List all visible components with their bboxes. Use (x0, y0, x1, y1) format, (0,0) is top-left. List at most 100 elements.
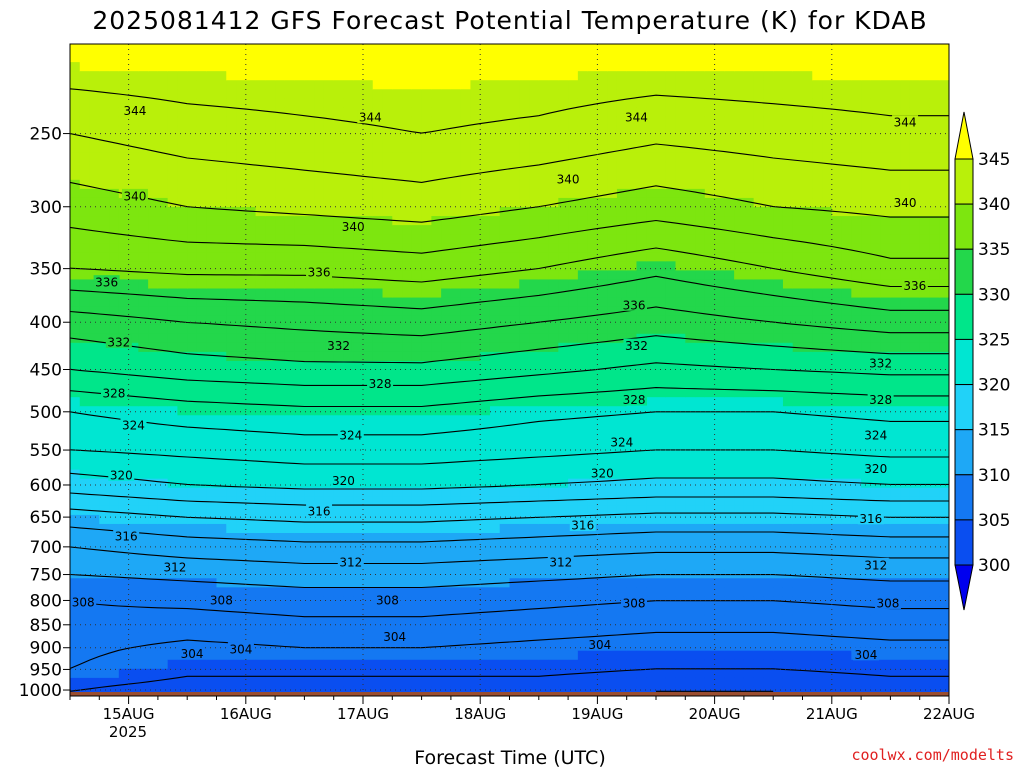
field-cell (206, 234, 218, 244)
field-cell (255, 442, 266, 453)
field-cell (294, 288, 305, 299)
field-cell (148, 288, 159, 299)
field-cell (236, 487, 247, 498)
field-cell (558, 315, 569, 326)
field-cell (656, 125, 667, 136)
field-cell (587, 234, 598, 244)
field-cell (304, 596, 315, 607)
field-cell (216, 216, 227, 226)
field-cell (206, 370, 218, 380)
field-cell (304, 623, 315, 634)
field-cell (665, 225, 677, 235)
field-cell (421, 152, 432, 163)
field-cell (431, 650, 442, 661)
field-cell (323, 542, 335, 552)
field-cell (206, 351, 218, 362)
field-cell (392, 107, 403, 118)
field-cell (343, 569, 354, 579)
field-cell (685, 551, 696, 561)
field-cell (646, 98, 657, 108)
field-cell (353, 415, 364, 425)
field-cell (450, 560, 462, 570)
field-cell (363, 442, 374, 453)
field-cell (460, 98, 472, 108)
field-cell (177, 234, 188, 244)
field-cell (577, 379, 589, 389)
field-cell (441, 324, 452, 335)
field-cell (695, 496, 706, 507)
field-cell (626, 44, 638, 54)
field-cell (704, 514, 716, 525)
field-cell (294, 487, 305, 498)
field-cell (255, 216, 266, 226)
field-cell (548, 98, 559, 108)
field-cell (470, 496, 481, 507)
field-cell (226, 469, 237, 480)
field-cell (704, 388, 716, 398)
field-cell (421, 342, 432, 353)
field-cell (411, 125, 423, 136)
field-cell (460, 496, 472, 507)
field-cell (109, 551, 120, 561)
field-cell (265, 116, 276, 127)
field-cell (167, 415, 179, 425)
field-cell (724, 80, 735, 90)
field-cell (421, 270, 432, 281)
field-cell (695, 397, 706, 407)
field-cell (148, 107, 159, 118)
field-cell (206, 197, 218, 208)
field-cell (441, 677, 452, 688)
field-cell (714, 351, 725, 362)
field-cell (148, 677, 159, 688)
field-cell (363, 279, 374, 290)
field-cell (714, 161, 725, 172)
field-cell (294, 469, 305, 480)
field-cell (616, 170, 628, 181)
field-cell (558, 297, 569, 308)
field-cell (109, 261, 120, 271)
field-cell (714, 451, 725, 462)
field-cell (509, 433, 520, 444)
field-cell (529, 197, 540, 208)
field-cell (187, 668, 198, 679)
field-cell (353, 514, 364, 525)
field-cell (480, 216, 491, 226)
field-cell (284, 551, 296, 561)
field-cell (489, 297, 501, 308)
field-cell (626, 605, 638, 616)
field-cell (99, 62, 110, 72)
field-cell (314, 659, 325, 670)
field-cell (89, 360, 100, 371)
field-cell (392, 188, 403, 199)
field-cell (568, 252, 579, 262)
field-cell (538, 315, 550, 326)
field-cell (714, 216, 725, 226)
field-cell (109, 170, 120, 181)
field-cell (636, 351, 647, 362)
field-cell (480, 505, 491, 516)
field-cell (646, 207, 657, 217)
field-cell (519, 71, 530, 81)
field-cell (441, 469, 452, 480)
field-cell (656, 179, 667, 190)
field-cell (265, 370, 276, 380)
field-cell (509, 134, 520, 145)
field-cell (79, 605, 91, 616)
field-cell (363, 306, 374, 317)
field-cell (509, 270, 520, 281)
field-cell (392, 152, 403, 163)
field-cell (148, 80, 159, 90)
field-cell (294, 659, 305, 670)
field-cell (411, 270, 423, 281)
field-cell (685, 297, 696, 308)
field-cell (450, 460, 462, 471)
field-cell (558, 614, 569, 625)
field-cell (558, 333, 569, 344)
field-cell (411, 44, 423, 54)
field-cell (177, 342, 188, 353)
field-cell (245, 505, 257, 516)
field-cell (138, 270, 149, 281)
field-cell (480, 342, 491, 353)
field-cell (255, 487, 266, 498)
field-cell (148, 650, 159, 661)
